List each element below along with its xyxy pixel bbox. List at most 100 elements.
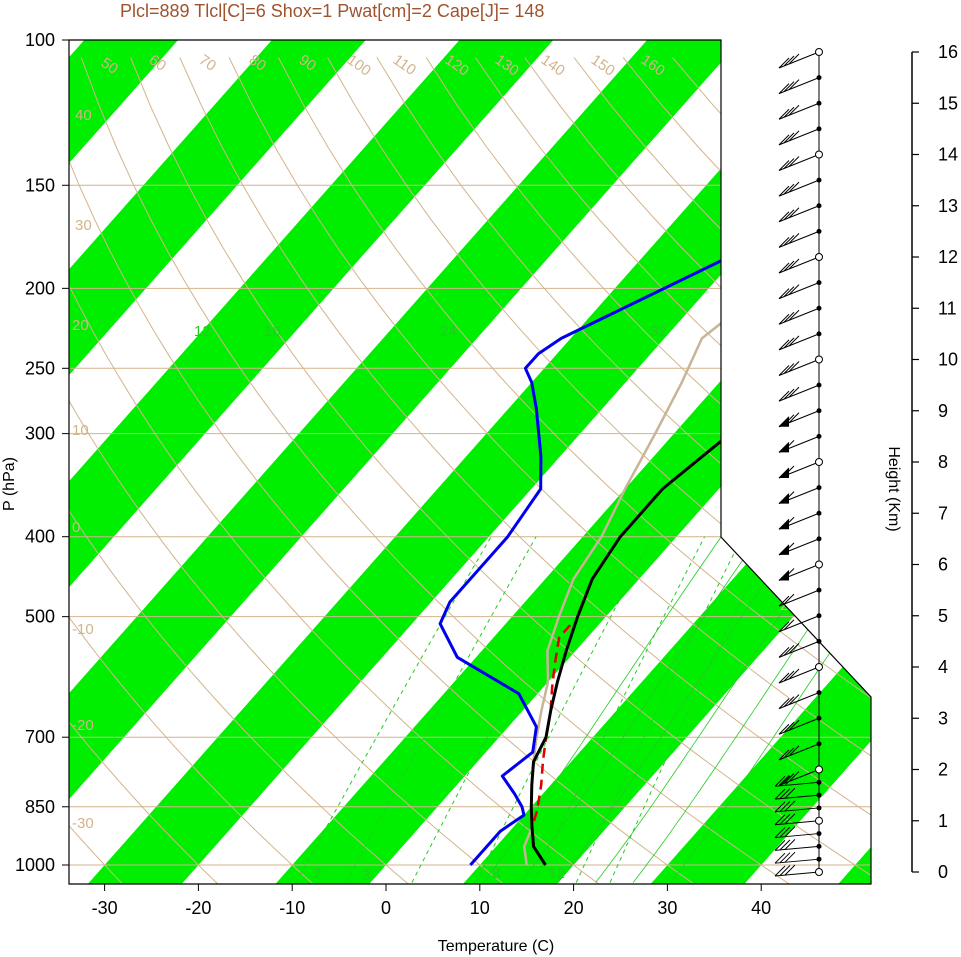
dry-adiabat-line (376, 57, 871, 884)
dry-adiabat-label: 50 (98, 54, 121, 77)
mixing-ratio-label: 12 (194, 323, 211, 340)
wind-barb-flag (778, 160, 790, 171)
wind-barb-flag (783, 311, 795, 323)
dry-adiabat-label: 80 (246, 51, 269, 74)
barb-level-dot (815, 868, 823, 876)
wind-barb (778, 666, 820, 684)
wind-barb-flag (784, 800, 796, 812)
wind-barb-flag (778, 339, 790, 351)
wind-barb-flag (778, 723, 790, 735)
wind-barb-flag (783, 363, 795, 374)
wind-barb-flag (778, 544, 790, 556)
wind-barb-flag (788, 104, 800, 116)
dry-adiabat-line (80, 57, 803, 884)
barb-level-dot (815, 765, 823, 774)
height-tick-label: 10 (938, 350, 958, 370)
isotherm-label: -10 (734, 344, 756, 361)
wind-barb-flag (783, 260, 795, 272)
barb-level-dot (816, 843, 822, 849)
isotherm-label: 40 (75, 107, 92, 124)
barb-level-dot (815, 458, 823, 466)
wind-barb-flag (778, 185, 790, 197)
x-axis-label: Temperature (C) (438, 938, 554, 955)
wind-barb (778, 102, 820, 120)
wind-barb (778, 77, 820, 95)
isotherm-label: -10 (72, 621, 94, 638)
mixing-ratio-label: 2 (313, 865, 321, 882)
temperature-tick-label: 10 (470, 898, 490, 918)
wind-barb (774, 833, 820, 839)
height-tick-label: 2 (938, 760, 948, 780)
wind-barb-flag (783, 773, 795, 784)
isotherm-band (69, 40, 382, 884)
dry-adiabat-line (69, 57, 132, 884)
isotherm-band (455, 40, 871, 884)
dry-adiabat-line (69, 57, 707, 884)
wind-barb-flag (788, 309, 800, 321)
isotherm-label: -30 (740, 122, 762, 139)
wind-barb-flag (788, 386, 800, 398)
dry-adiabat-line (179, 57, 871, 884)
wind-barb-flag (778, 698, 790, 709)
wind-barb-flag (778, 288, 790, 299)
temperature-tick-label: -30 (92, 898, 118, 918)
barb-level-dot (815, 816, 823, 825)
wind-barb-flag (779, 865, 791, 876)
wind-barb-flag (779, 813, 791, 825)
height-tick-label: 9 (938, 401, 948, 421)
temperature-tick-label: -20 (185, 898, 211, 918)
wind-barb-pennant (779, 442, 789, 453)
wind-barb-pennant (779, 493, 789, 504)
isotherm-label: -20 (734, 235, 756, 252)
wind-barb-flag (788, 53, 800, 65)
temperature-tick-label: 20 (564, 898, 584, 918)
barb-level-dot (815, 150, 823, 159)
wind-barb (778, 359, 820, 376)
wind-barb-flag (783, 235, 795, 246)
pressure-tick-label: 250 (25, 358, 55, 378)
mixing-ratio-label: 12 (548, 865, 565, 882)
mixing-ratio-line (345, 536, 537, 883)
temperature-tick-label: -10 (279, 898, 305, 918)
wind-barb-flag (784, 839, 796, 850)
barb-level-dot (816, 408, 822, 414)
barb-level-dot (816, 485, 822, 491)
barb-level-dot (816, 741, 822, 747)
barb-level-dot (815, 560, 823, 569)
isotherm-label: -30 (72, 815, 94, 832)
wind-barb-flag (779, 839, 791, 851)
pressure-tick-label: 1000 (15, 855, 55, 875)
barb-level-dot (816, 587, 822, 593)
height-tick-label: 13 (938, 196, 958, 216)
dry-adiabat-label: 60 (146, 51, 169, 74)
barb-level-dot (816, 75, 822, 81)
wind-barb-flag (778, 621, 790, 633)
temperature-tick-label: 0 (381, 898, 391, 918)
barb-level-dot (816, 382, 822, 388)
wind-barb-flag (774, 827, 786, 838)
temperature-axis: -30 -20 -10 0 10 20 30 40 (92, 884, 771, 918)
dry-adiabat-line (69, 57, 419, 884)
barb-level-dot (816, 100, 822, 106)
dry-adiabat-line (69, 57, 228, 884)
dry-adiabat-line (425, 57, 871, 884)
wind-barb-flag (779, 826, 791, 838)
wind-barb (778, 743, 820, 761)
wind-barb (778, 230, 820, 248)
wind-barb-flag (778, 416, 790, 428)
barb-level-dot (815, 253, 823, 261)
dry-adiabat-label: 70 (196, 51, 219, 74)
y-axis-label: P (hPa) (1, 457, 18, 511)
wind-barb-flag (788, 335, 800, 347)
wind-barb-flag (779, 852, 791, 864)
barb-level-dot (816, 203, 822, 209)
height-axis-label: Height (Km) (885, 446, 902, 531)
wind-barb (774, 807, 820, 813)
dry-adiabat-line (277, 57, 871, 884)
wind-barb-column (774, 48, 823, 877)
wind-barb-flag (778, 262, 790, 274)
pressure-axis: 100 150 200 250 300 400 500 700 850 1000 (15, 30, 69, 875)
wind-barb-flag (788, 643, 800, 654)
wind-barb (774, 845, 820, 851)
